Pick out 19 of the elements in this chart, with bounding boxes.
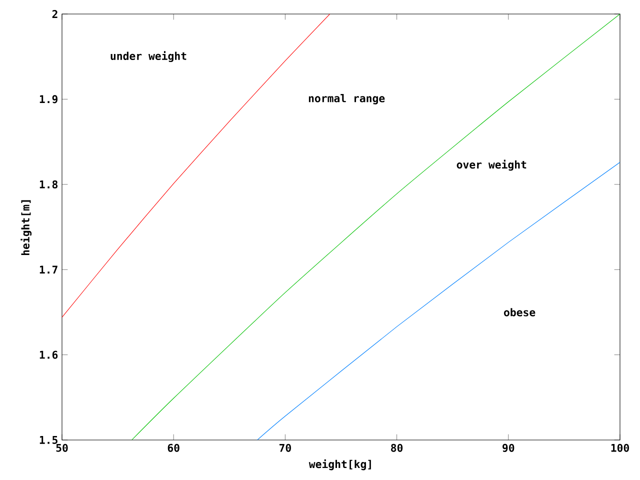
annotation: normal range bbox=[308, 94, 385, 104]
y-tick-label: 1.7 bbox=[40, 266, 58, 274]
x-axis-title: weight[kg] bbox=[308, 459, 371, 470]
y-tick-label: 1.8 bbox=[40, 180, 58, 188]
x-tick-label: 70 bbox=[279, 444, 291, 452]
annotation: obese bbox=[504, 308, 536, 316]
y-tick-label: 2 bbox=[52, 10, 58, 18]
x-tick-label: 100 bbox=[611, 444, 629, 452]
annotation: over weight bbox=[456, 160, 526, 171]
line-series bbox=[257, 162, 620, 440]
x-tick-label: 60 bbox=[168, 444, 180, 452]
y-tick-label: 1.6 bbox=[40, 350, 58, 359]
x-tick-label: 50 bbox=[56, 444, 68, 452]
y-tick-label: 1.9 bbox=[40, 95, 58, 104]
y-axis-title: height[m] bbox=[20, 200, 32, 256]
x-tick-label: 80 bbox=[391, 444, 403, 452]
x-tick-label: 90 bbox=[502, 444, 514, 452]
y-tick-label: 1.5 bbox=[40, 436, 58, 444]
annotation: under weight bbox=[110, 51, 186, 62]
